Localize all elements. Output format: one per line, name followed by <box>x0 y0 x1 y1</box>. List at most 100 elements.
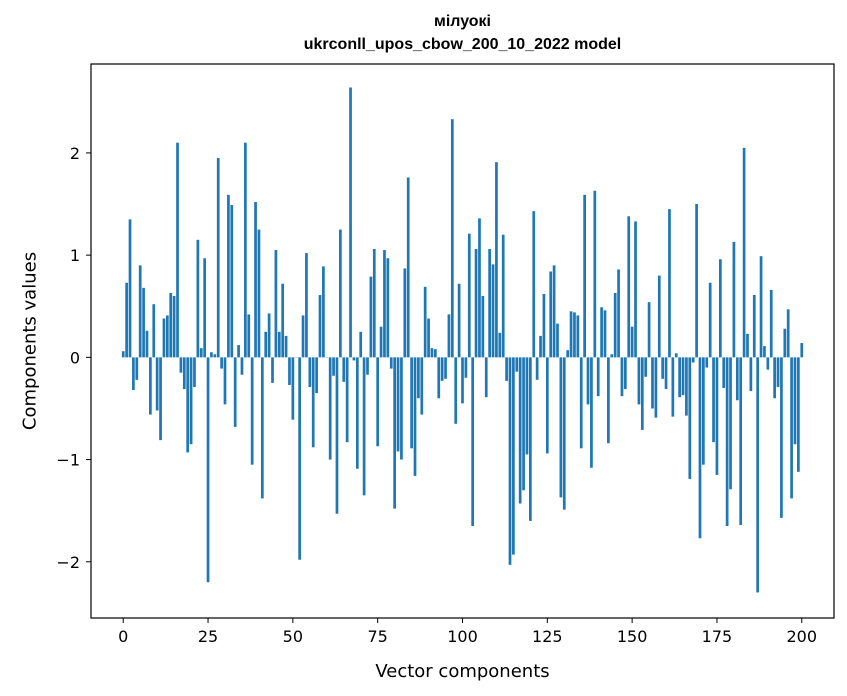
bar <box>223 357 227 405</box>
bar <box>586 357 590 405</box>
bar <box>352 357 356 361</box>
bar <box>335 357 339 514</box>
bar <box>518 357 522 504</box>
bar <box>400 357 403 460</box>
bar <box>522 357 525 491</box>
bar <box>715 357 719 475</box>
bar <box>461 357 464 404</box>
bar <box>342 357 346 382</box>
y-tick-label: 1 <box>70 246 80 265</box>
bar <box>240 357 244 375</box>
bar <box>790 357 793 499</box>
bar-series <box>121 87 804 593</box>
bar <box>216 158 220 358</box>
bar <box>722 357 726 389</box>
bar <box>362 357 366 496</box>
bar <box>793 357 797 445</box>
bar <box>627 216 631 358</box>
bar <box>121 351 125 358</box>
x-tick-label: 200 <box>786 627 817 646</box>
x-tick-label: 25 <box>198 627 218 646</box>
bar <box>505 357 508 381</box>
bar <box>417 357 420 399</box>
bar <box>172 296 176 358</box>
bar <box>651 357 654 409</box>
x-tick-label: 75 <box>368 627 388 646</box>
bar <box>681 357 685 396</box>
bar <box>315 357 318 394</box>
bar <box>454 357 458 424</box>
bar <box>430 348 434 358</box>
bar <box>410 357 413 449</box>
bar <box>691 357 695 363</box>
bar <box>355 357 359 469</box>
bar <box>678 357 681 398</box>
bar <box>495 162 498 358</box>
bar <box>668 209 671 358</box>
bar <box>613 292 617 358</box>
bar <box>607 357 610 444</box>
bar <box>705 357 709 368</box>
bar <box>603 310 607 358</box>
bar <box>464 357 468 378</box>
bar <box>749 357 753 392</box>
bar <box>573 312 576 358</box>
x-tick-label: 175 <box>702 627 733 646</box>
bar <box>698 357 702 539</box>
bar <box>305 253 308 358</box>
bar <box>237 345 240 358</box>
bar <box>800 343 804 358</box>
bar <box>247 314 251 358</box>
bar <box>186 357 190 453</box>
bar <box>199 348 203 358</box>
bar <box>702 357 705 465</box>
bar <box>746 333 749 358</box>
bar <box>349 87 352 358</box>
bar <box>383 250 386 358</box>
bar <box>583 194 586 358</box>
bar <box>712 357 715 443</box>
bar <box>406 177 410 358</box>
bar <box>244 142 247 358</box>
bar <box>739 357 743 525</box>
bar <box>674 353 678 358</box>
bar <box>552 265 556 358</box>
bar <box>647 302 651 358</box>
bar <box>539 335 542 358</box>
bar <box>457 283 461 358</box>
x-axis-ticks: 0 25 50 75 100 125 150 175 200 <box>118 618 817 646</box>
bar <box>298 357 301 560</box>
bar <box>403 268 407 358</box>
bar <box>149 357 152 415</box>
bar <box>444 357 447 379</box>
bar <box>559 357 563 498</box>
bar <box>450 119 454 358</box>
bar <box>512 357 515 555</box>
bar <box>773 357 776 399</box>
bar <box>729 357 732 490</box>
bar <box>311 357 315 448</box>
bar <box>376 357 380 447</box>
bar <box>277 331 281 358</box>
bar <box>752 295 756 358</box>
y-axis-label: Components values <box>19 252 40 430</box>
bar <box>630 326 634 358</box>
bar <box>271 357 274 383</box>
bar <box>301 315 305 358</box>
bar <box>742 147 746 358</box>
bar <box>695 204 698 358</box>
bar <box>210 352 213 358</box>
bar <box>447 314 451 358</box>
bar <box>359 331 363 358</box>
bar <box>508 357 512 565</box>
bar <box>708 282 712 358</box>
bar <box>532 211 536 358</box>
bar <box>481 296 485 358</box>
bar <box>718 259 722 358</box>
bar <box>138 265 142 358</box>
bar <box>434 349 437 358</box>
bar <box>152 304 156 358</box>
chart-subtitle: ukrconll_upos_cbow_200_10_2022 model <box>303 36 622 53</box>
bar <box>529 357 532 521</box>
bar <box>165 315 169 358</box>
